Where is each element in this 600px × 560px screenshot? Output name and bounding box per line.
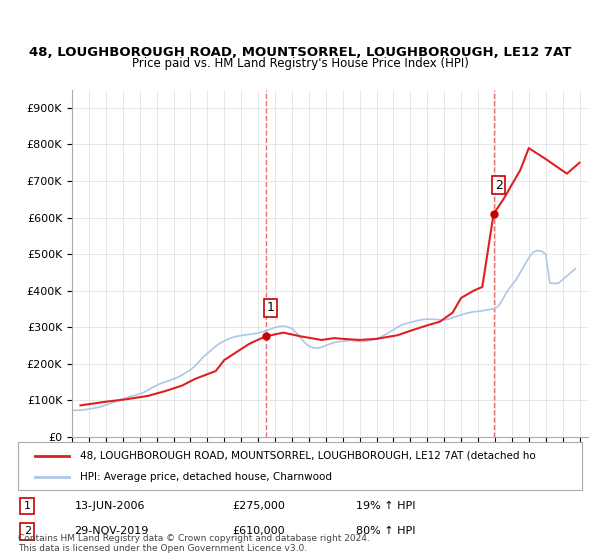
Text: 1: 1 <box>267 301 275 314</box>
Text: £610,000: £610,000 <box>232 526 285 536</box>
Text: £275,000: £275,000 <box>232 501 285 511</box>
Text: Price paid vs. HM Land Registry's House Price Index (HPI): Price paid vs. HM Land Registry's House … <box>131 57 469 70</box>
Text: 13-JUN-2006: 13-JUN-2006 <box>74 501 145 511</box>
Text: 19% ↑ HPI: 19% ↑ HPI <box>356 501 416 511</box>
Text: 1: 1 <box>23 501 31 511</box>
Text: 48, LOUGHBOROUGH ROAD, MOUNTSORREL, LOUGHBOROUGH, LE12 7AT (detached ho: 48, LOUGHBOROUGH ROAD, MOUNTSORREL, LOUG… <box>80 451 536 461</box>
Text: 80% ↑ HPI: 80% ↑ HPI <box>356 526 416 536</box>
Text: 2: 2 <box>23 526 31 536</box>
Text: 29-NOV-2019: 29-NOV-2019 <box>74 526 149 536</box>
Text: Contains HM Land Registry data © Crown copyright and database right 2024.
This d: Contains HM Land Registry data © Crown c… <box>18 534 370 553</box>
Text: HPI: Average price, detached house, Charnwood: HPI: Average price, detached house, Char… <box>80 472 332 482</box>
Text: 48, LOUGHBOROUGH ROAD, MOUNTSORREL, LOUGHBOROUGH, LE12 7AT: 48, LOUGHBOROUGH ROAD, MOUNTSORREL, LOUG… <box>29 46 571 59</box>
Text: 2: 2 <box>495 179 503 192</box>
FancyBboxPatch shape <box>18 442 582 490</box>
